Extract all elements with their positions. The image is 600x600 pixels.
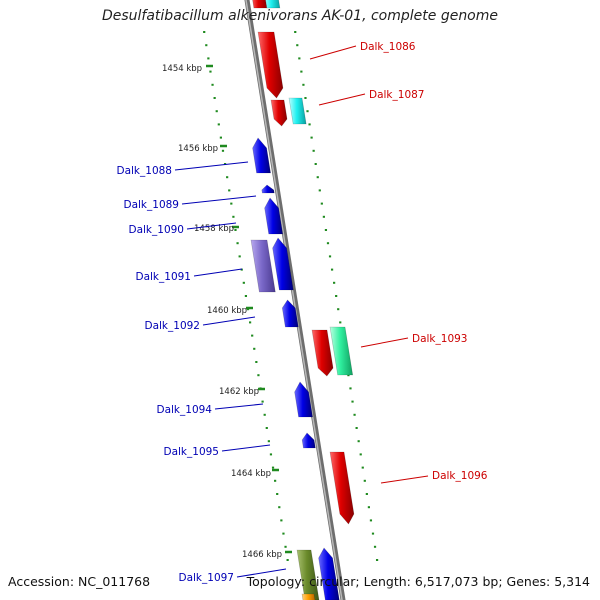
gene-arrow-bottom-orange <box>301 593 316 600</box>
gene-label-leader <box>193 268 243 277</box>
gene-label: Dalk_1096 <box>432 470 488 482</box>
gene-arrow-dalk-1097 <box>318 547 340 600</box>
gene-arrow-dalk-1096 <box>329 451 355 525</box>
gene-arrow-dalk-1092 <box>281 299 299 328</box>
gene-label-leader <box>380 475 429 484</box>
gene-arrow-dalk-1091-purple <box>250 239 276 293</box>
gene-label-leader <box>181 195 257 205</box>
gene-arrow-dalk-1086 <box>257 31 284 99</box>
gene-label: Dalk_1093 <box>412 333 468 345</box>
kbp-label: 1458 kbp <box>194 224 234 234</box>
gene-arrow-dalk-1093-red <box>311 329 334 377</box>
gene-arrow-dalk-1089 <box>261 184 275 194</box>
topology-text: Topology: circular; Length: 6,517,073 bp… <box>246 574 590 589</box>
gene-label-leader <box>221 444 271 452</box>
gene-label-leader <box>214 403 264 410</box>
gene-label: Dalk_1087 <box>369 89 425 101</box>
genome-backbone <box>244 0 346 600</box>
gene-label-leader <box>186 222 237 230</box>
kbp-label: 1460 kbp <box>207 306 247 316</box>
gene-label: Dalk_1088 <box>117 165 173 177</box>
kbp-label: 1456 kbp <box>178 144 218 154</box>
gene-label-leader <box>236 568 287 578</box>
gene-arrow-dalk-1091 <box>272 237 294 291</box>
gene-label: Dalk_1092 <box>145 320 201 332</box>
gene-label: Dalk_1086 <box>360 41 416 53</box>
genome-backbone-highlight <box>245 0 343 600</box>
gene-label: Dalk_1091 <box>136 271 192 283</box>
gene-label-leader <box>318 93 366 106</box>
kbp-label: 1464 kbp <box>231 469 271 479</box>
gene-arrow-dalk-1088 <box>252 137 271 174</box>
gene-label: Dalk_1089 <box>124 199 180 211</box>
gene-arrow-dalk-1087-red <box>270 99 288 127</box>
gene-label-leader <box>202 316 256 326</box>
gene-label: Dalk_1097 <box>179 572 235 584</box>
genome-title: Desulfatibacillum alkenivorans AK-01, co… <box>101 8 499 24</box>
accession-text: Accession: NC_011768 <box>8 574 151 589</box>
gene-arrow-dalk-1094 <box>294 381 313 418</box>
gene-label: Dalk_1090 <box>129 224 185 236</box>
gene-arrow-dalk-1093 <box>329 326 354 376</box>
gene-arrow-top-cyan <box>265 0 281 9</box>
gene-arrow-dalk-1087 <box>288 97 307 125</box>
kbp-label: 1454 kbp <box>162 64 202 74</box>
gene-label-leader <box>309 45 357 60</box>
gene-label: Dalk_1094 <box>157 404 213 416</box>
gene-label-leader <box>360 337 409 348</box>
kbp-label: 1462 kbp <box>219 387 259 397</box>
gene-arrow-dalk-1095 <box>301 432 316 449</box>
gene-arrow-dalk-1090 <box>264 197 284 235</box>
gene-arrow-bottom-olive <box>296 549 320 600</box>
gene-arrow-top-red <box>252 0 268 9</box>
kbp-label: 1466 kbp <box>242 550 282 560</box>
gene-label-leader <box>174 161 249 171</box>
gene-label: Dalk_1095 <box>164 446 220 458</box>
